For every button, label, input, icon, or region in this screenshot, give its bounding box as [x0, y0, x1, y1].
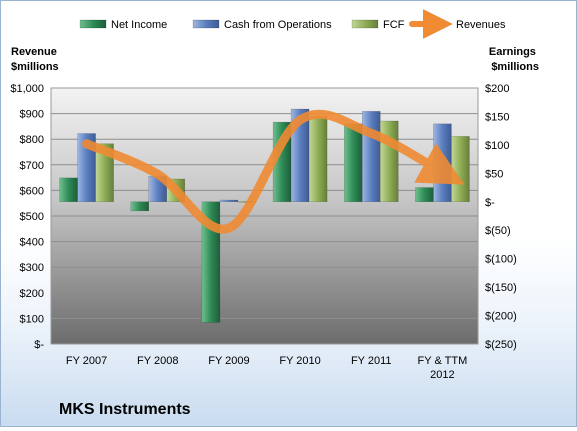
left-tick-label: $600: [20, 185, 44, 197]
category-label: FY 2007: [66, 355, 107, 367]
category-label-line: FY 2011: [351, 355, 392, 367]
right-axis-label: Earnings $millions: [489, 46, 539, 73]
left-tick-label: $300: [20, 262, 44, 274]
bar-cash-from-operations: [362, 111, 381, 203]
right-tick-label: $50: [485, 168, 503, 180]
chart-title: MKS Instruments: [59, 401, 191, 418]
legend-label: Net Income: [111, 19, 167, 31]
bar-net-income: [59, 177, 78, 203]
legend-label: Revenues: [456, 19, 506, 31]
category-axis-labels: FY 2007 FY 2008 FY 2009 FY 2010 FY 2011 FY & …: [66, 355, 467, 381]
category-label-line: FY 2010: [279, 355, 320, 367]
bar-fcf: [95, 143, 114, 203]
left-tick-label: $-: [34, 339, 44, 351]
category-label: FY 2010: [279, 355, 320, 367]
right-tick-label: $(150): [485, 282, 517, 294]
gridlines: [51, 113, 478, 319]
bar-net-income: [344, 123, 363, 203]
right-tick-label: $200: [485, 83, 509, 95]
category-label: FY 2011: [351, 355, 392, 367]
bar-cash-from-operations: [219, 199, 239, 203]
bar-net-income: [130, 201, 149, 212]
category-label-line: FY 2009: [208, 355, 249, 367]
legend-swatch: [351, 19, 379, 29]
legend-swatch: [79, 19, 107, 29]
right-tick-label: $(250): [485, 339, 517, 351]
bar-fcf: [380, 120, 399, 203]
right-tick-label: $(100): [485, 254, 517, 266]
chart-legend: Net Income Cash from Operations FCF Revenue…: [79, 9, 506, 39]
bar-fcf: [308, 116, 328, 203]
left-tick-label: $800: [20, 134, 44, 146]
legend-label: FCF: [383, 19, 405, 31]
left-tick-label: $1,000: [10, 83, 44, 95]
category-label-line: FY 2008: [137, 355, 178, 367]
right-axis-label-line2: $millions: [491, 61, 539, 73]
right-tick-label: $150: [485, 111, 509, 123]
right-tick-label: $(200): [485, 311, 517, 323]
line-series: [82, 109, 465, 234]
left-tick-label: $700: [20, 160, 44, 172]
bar-cash-from-operations: [433, 123, 452, 203]
category-label-line: FY 2007: [66, 355, 107, 367]
legend-label: Cash from Operations: [224, 19, 332, 31]
left-axis-label-line1: Revenue: [11, 46, 57, 58]
category-label-line: 2012: [430, 369, 454, 381]
left-tick-label: $200: [20, 288, 44, 300]
bar-net-income: [415, 187, 434, 203]
right-tick-label: $(50): [485, 225, 511, 237]
left-tick-label: $900: [20, 109, 44, 121]
left-tick-label: $100: [20, 313, 44, 325]
left-axis-ticks: $1,000 $900 $800 $700 $600 $500 $400 $300 $200 $1…: [10, 83, 44, 351]
right-axis-label-line1: Earnings: [489, 46, 536, 58]
category-label-line: FY & TTM: [418, 355, 468, 367]
revenues-line: [82, 109, 465, 234]
left-axis-label: Revenue $millions: [11, 46, 60, 73]
left-tick-label: $500: [20, 211, 44, 223]
right-tick-label: $100: [485, 140, 509, 152]
left-tick-label: $400: [20, 237, 44, 249]
category-label: FY 2009: [208, 355, 249, 367]
bar-fcf: [451, 136, 470, 203]
left-axis-label-line2: $millions: [11, 61, 59, 73]
category-label: FY & TTM 2012: [418, 355, 468, 381]
legend-swatch: [192, 19, 220, 29]
right-axis-ticks: $200 $150 $100 $50 $- $(50) $(100) $(150) $(200)…: [485, 83, 517, 351]
category-label: FY 2008: [137, 355, 178, 367]
right-tick-label: $-: [485, 197, 495, 209]
